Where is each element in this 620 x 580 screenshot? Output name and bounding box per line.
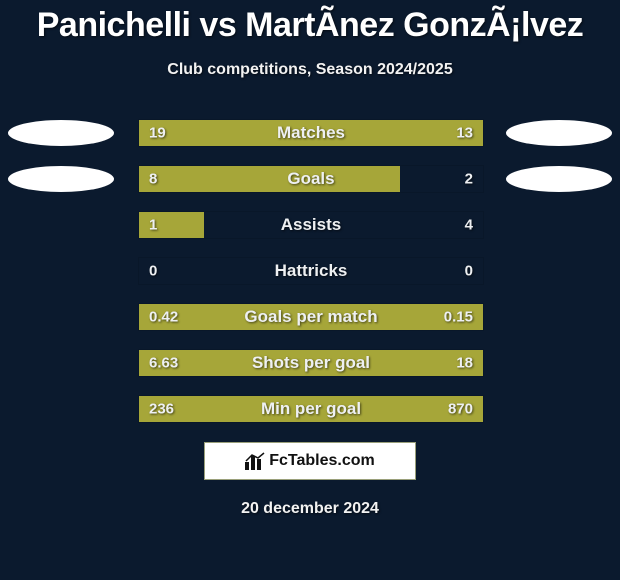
value-left: 0.42 — [149, 309, 178, 326]
stat-row: 14Assists — [0, 202, 620, 248]
club-left-banner — [8, 120, 114, 146]
value-left: 0 — [149, 263, 157, 280]
stat-bar: 0.420.15Goals per match — [138, 303, 484, 331]
bar-fill-left — [139, 304, 483, 330]
stat-bar: 82Goals — [138, 165, 484, 193]
club-right-banner — [506, 166, 612, 192]
bars-icon — [245, 452, 265, 470]
value-left: 8 — [149, 171, 157, 188]
value-right: 13 — [456, 125, 473, 142]
page-title: Panichelli vs MartÃ­nez GonzÃ¡lvez — [0, 0, 620, 45]
brand-box[interactable]: FcTables.com — [204, 442, 416, 480]
date-text: 20 december 2024 — [0, 500, 620, 518]
stat-bar: 0 0Hattricks — [138, 257, 484, 285]
stat-bar: 6.6318Shots per goal — [138, 349, 484, 377]
bar-fill-left — [139, 396, 483, 422]
stat-row: 6.6318Shots per goal — [0, 340, 620, 386]
value-left: 19 — [149, 125, 166, 142]
value-right: 0 — [465, 263, 473, 280]
brand-text: FcTables.com — [269, 452, 375, 470]
stat-row: 0 0Hattricks — [0, 248, 620, 294]
bar-fill-left — [139, 120, 483, 146]
bar-fill-left — [139, 166, 400, 192]
value-left: 236 — [149, 401, 174, 418]
value-right: 2 — [465, 171, 473, 188]
stat-row: 0.420.15Goals per match — [0, 294, 620, 340]
stat-row: 82Goals — [0, 156, 620, 202]
bar-fill-left — [139, 350, 483, 376]
value-right: 0.15 — [444, 309, 473, 326]
value-left: 1 — [149, 217, 157, 234]
page-subtitle: Club competitions, Season 2024/2025 — [0, 61, 620, 79]
value-right: 4 — [465, 217, 473, 234]
value-right: 870 — [448, 401, 473, 418]
stat-bar: 1913Matches — [138, 119, 484, 147]
stat-row: 236870Min per goal — [0, 386, 620, 432]
stats-chart: 1913Matches82Goals14Assists00Hattricks0.… — [0, 110, 620, 432]
value-right: 18 — [456, 355, 473, 372]
stat-label: Hattricks — [139, 261, 483, 281]
comparison-card: Panichelli vs MartÃ­nez GonzÃ¡lvez Club … — [0, 0, 620, 580]
club-left-banner — [8, 166, 114, 192]
stat-bar: 236870Min per goal — [138, 395, 484, 423]
club-right-banner — [506, 120, 612, 146]
stat-row: 1913Matches — [0, 110, 620, 156]
stat-bar: 14Assists — [138, 211, 484, 239]
value-left: 6.63 — [149, 355, 178, 372]
